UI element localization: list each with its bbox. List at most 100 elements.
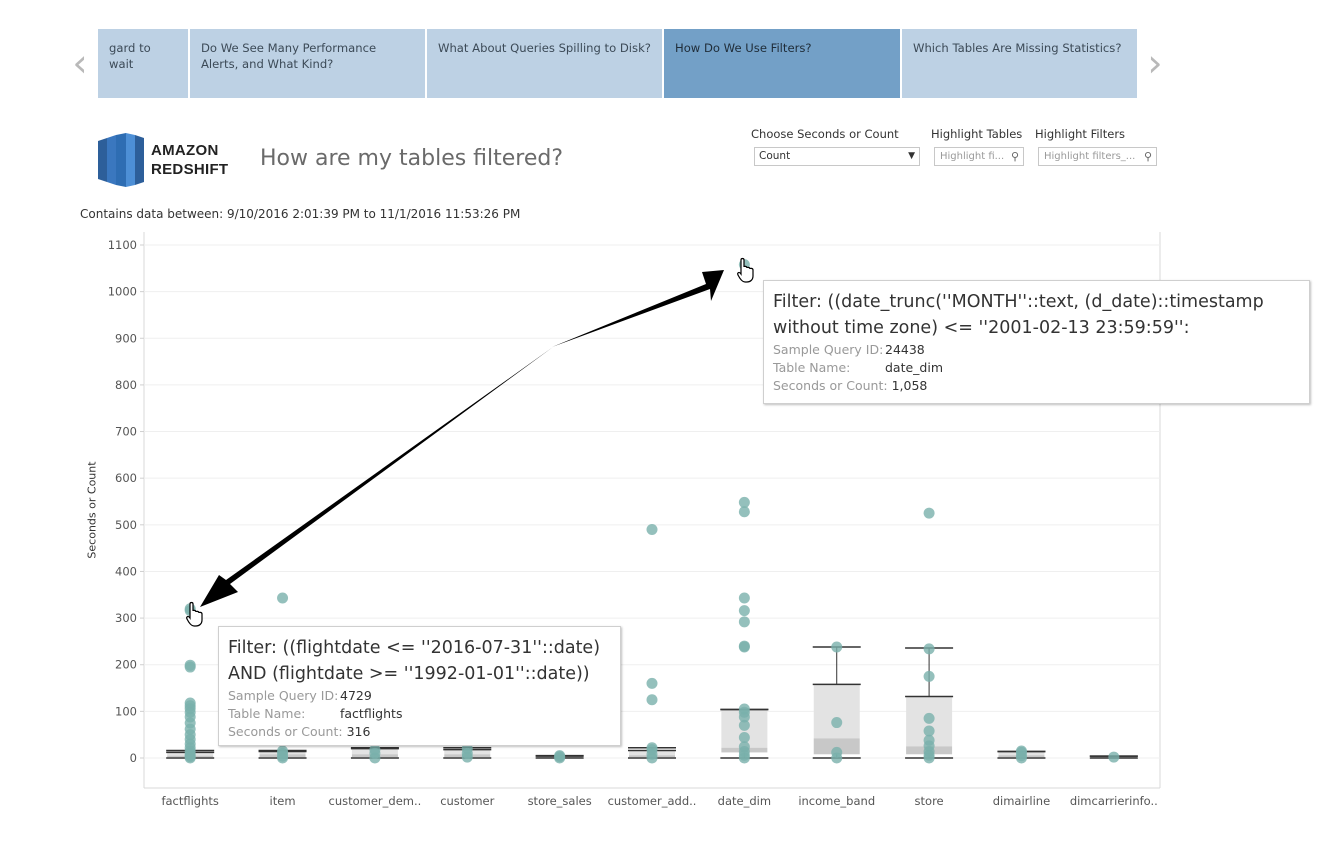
page-title: How are my tables filtered? xyxy=(260,146,564,171)
tooltip-value: 24438 xyxy=(885,342,925,357)
data-point xyxy=(646,677,658,689)
data-point xyxy=(554,750,566,762)
tooltip-value: date_dim xyxy=(885,360,944,375)
seconds-or-count-label: Choose Seconds or Count xyxy=(751,127,899,141)
tooltip-row: Sample Query ID: 24438 xyxy=(773,341,1300,359)
data-point xyxy=(738,506,750,518)
x-tick-label: dimairline xyxy=(993,794,1050,808)
data-point xyxy=(184,659,196,671)
x-tick-label: income_band xyxy=(798,794,875,808)
data-point xyxy=(923,670,935,682)
next-story-arrow[interactable]: › xyxy=(1147,41,1163,85)
y-tick-label: 1100 xyxy=(108,238,137,252)
x-tick-label: customer xyxy=(440,794,494,808)
y-tick-label: 800 xyxy=(115,378,137,392)
data-point xyxy=(831,717,843,729)
data-point xyxy=(738,592,750,604)
y-tick-label: 500 xyxy=(115,518,137,532)
story-tab-filters[interactable]: How Do We Use Filters? xyxy=(664,29,900,98)
data-point xyxy=(738,719,750,731)
y-tick-label: 100 xyxy=(115,704,137,718)
search-icon: ⚲ xyxy=(1010,150,1019,163)
story-tab-missing-statistics[interactable]: Which Tables Are Missing Statistics? xyxy=(902,29,1137,98)
data-point xyxy=(831,746,843,758)
highlight-filters-label: Highlight Filters xyxy=(1035,127,1126,141)
data-point xyxy=(923,734,935,746)
y-tick-label: 600 xyxy=(115,471,137,485)
data-point xyxy=(738,741,750,753)
data-point xyxy=(1108,751,1120,763)
highlight-tables-search[interactable]: Highlight fi... ⚲ xyxy=(934,147,1024,166)
data-point xyxy=(646,742,658,754)
data-point xyxy=(646,694,658,706)
highlight-filters-search[interactable]: Highlight filters_... ⚲ xyxy=(1038,147,1157,166)
y-tick-label: 1000 xyxy=(108,285,137,299)
y-tick-label: 300 xyxy=(115,611,137,625)
amazon-redshift-logo: AMAZON REDSHIFT xyxy=(98,133,233,189)
x-tick-label: factflights xyxy=(161,794,218,808)
data-point xyxy=(646,523,658,535)
tooltip-value: 4729 xyxy=(340,688,372,703)
tooltip-factflights-filter: Filter: ((flightdate <= ''2016-07-31''::… xyxy=(218,626,621,746)
box-lower xyxy=(813,738,860,755)
tooltip-row: Seconds or Count: 1,058 xyxy=(773,377,1300,395)
search-icon: ⚲ xyxy=(1143,150,1152,163)
tooltip-value: 316 xyxy=(346,724,371,739)
data-point xyxy=(738,616,750,628)
tooltip-key: Sample Query ID: xyxy=(228,688,339,703)
redshift-logo-icon xyxy=(98,133,144,187)
y-tick-label: 0 xyxy=(130,751,137,765)
data-point xyxy=(738,259,750,271)
tooltip-filter-text: Filter: ((flightdate <= ''2016-07-31''::… xyxy=(228,638,601,684)
y-tick-label: 400 xyxy=(115,564,137,578)
x-tick-label: store_sales xyxy=(528,794,592,808)
x-tick-label: customer_add.. xyxy=(608,794,697,808)
dropdown-arrow-icon: ▼ xyxy=(908,151,915,161)
x-tick-label: store xyxy=(915,794,944,808)
story-tab-wait[interactable]: gard to wait xyxy=(98,29,188,98)
highlight-tables-label: Highlight Tables xyxy=(931,127,1023,141)
tooltip-value: 1,058 xyxy=(891,378,928,393)
tooltip-row: Sample Query ID: 4729 xyxy=(228,687,611,705)
tooltip-row: Table Name: date_dim xyxy=(773,359,1300,377)
y-tick-label: 200 xyxy=(115,658,137,672)
logo-text-redshift: REDSHIFT xyxy=(151,161,229,178)
data-point xyxy=(277,592,289,604)
x-tick-label: date_dim xyxy=(718,794,771,808)
tooltip-key: Table Name: xyxy=(773,360,851,375)
data-point xyxy=(738,640,750,652)
story-tab-spilling-to-disk[interactable]: What About Queries Spilling to Disk? xyxy=(427,29,662,98)
data-point xyxy=(277,745,289,757)
data-point xyxy=(738,605,750,617)
box-upper xyxy=(813,684,860,739)
tooltip-filter-text: Filter: ((date_trunc(''MONTH''::text, (d… xyxy=(773,292,1264,338)
highlight-tables-placeholder: Highlight fi... xyxy=(940,151,1005,162)
data-point xyxy=(184,697,196,709)
data-point xyxy=(923,643,935,655)
tooltip-key: Seconds or Count: xyxy=(773,378,888,393)
y-tick-label: 700 xyxy=(115,425,137,439)
date-range-text: Contains data between: 9/10/2016 2:01:39… xyxy=(80,207,521,221)
data-point xyxy=(738,496,750,508)
seconds-or-count-dropdown[interactable]: Count ▼ xyxy=(754,147,920,166)
data-point xyxy=(1015,745,1027,757)
data-point xyxy=(369,744,381,756)
tooltip-key: Seconds or Count: xyxy=(228,724,343,739)
x-tick-label: dimcarrierinfo.. xyxy=(1070,794,1158,808)
data-point xyxy=(738,731,750,743)
data-point xyxy=(184,603,196,615)
tooltip-row: Table Name: factflights xyxy=(228,705,611,723)
previous-story-arrow[interactable]: ‹ xyxy=(72,41,88,85)
x-tick-label: item xyxy=(270,794,296,808)
tooltip-row: Seconds or Count: 316 xyxy=(228,723,611,741)
x-tick-label: customer_dem.. xyxy=(329,794,422,808)
tooltip-key: Sample Query ID: xyxy=(773,342,884,357)
tooltip-date-dim-filter: Filter: ((date_trunc(''MONTH''::text, (d… xyxy=(763,280,1310,404)
data-point xyxy=(831,641,843,653)
data-point xyxy=(923,712,935,724)
seconds-or-count-value: Count xyxy=(759,150,791,162)
highlight-filters-placeholder: Highlight filters_... xyxy=(1044,151,1136,162)
story-tab-performance-alerts[interactable]: Do We See Many Performance Alerts, and W… xyxy=(190,29,425,98)
box-plot xyxy=(812,646,861,759)
